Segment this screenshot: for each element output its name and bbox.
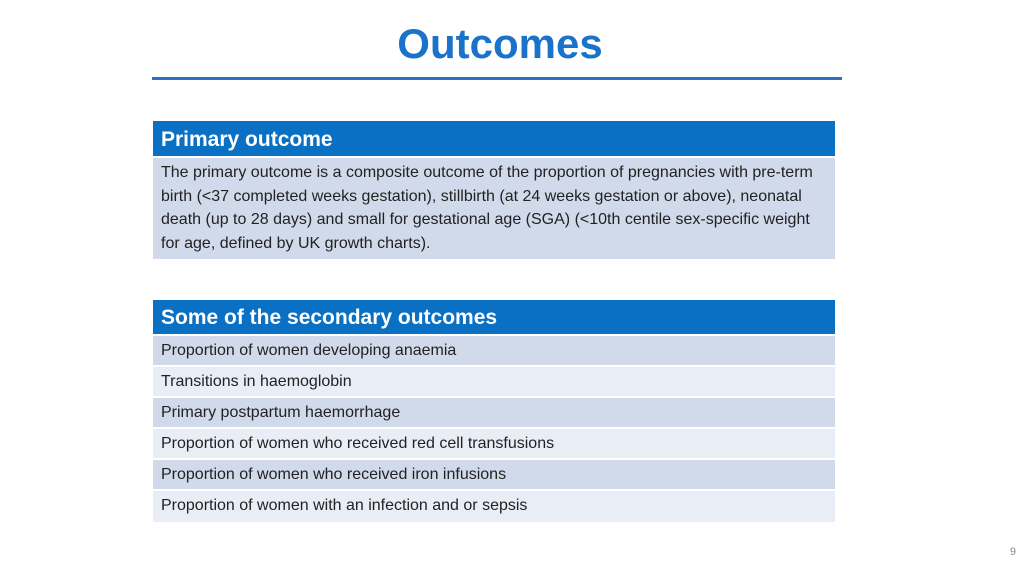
secondary-outcome-row: Primary postpartum haemorrhage xyxy=(153,398,835,429)
secondary-outcomes-header: Some of the secondary outcomes xyxy=(153,300,835,336)
secondary-outcome-row: Proportion of women with an infection an… xyxy=(153,491,835,522)
slide-title: Outcomes xyxy=(397,20,603,67)
secondary-outcome-row: Proportion of women developing anaemia xyxy=(153,336,835,367)
primary-outcome-description: The primary outcome is a composite outco… xyxy=(153,158,835,259)
secondary-outcome-row: Proportion of women who received red cel… xyxy=(153,429,835,460)
title-underline xyxy=(152,77,842,80)
secondary-outcome-row: Proportion of women who received iron in… xyxy=(153,460,835,491)
secondary-outcome-row: Transitions in haemoglobin xyxy=(153,367,835,398)
secondary-outcomes-table: Some of the secondary outcomes Proportio… xyxy=(153,300,835,522)
page-number: 9 xyxy=(1009,546,1016,558)
primary-outcome-header: Primary outcome xyxy=(153,121,835,158)
primary-outcome-table: Primary outcome The primary outcome is a… xyxy=(153,121,835,259)
